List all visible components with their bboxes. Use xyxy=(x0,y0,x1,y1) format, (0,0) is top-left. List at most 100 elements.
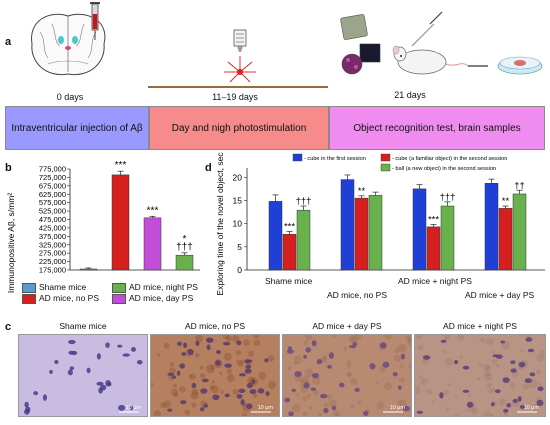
cell-nucleus xyxy=(422,355,431,360)
tissue-texture xyxy=(253,339,261,346)
tissue-texture xyxy=(376,401,385,410)
laser-illustration xyxy=(224,29,256,83)
timeline-day-21: 21 days xyxy=(394,90,426,100)
tissue-texture xyxy=(156,353,161,357)
tissue-texture xyxy=(241,412,248,416)
tissue-texture xyxy=(220,390,224,394)
cell-nucleus xyxy=(494,389,501,394)
cell-nucleus xyxy=(440,339,447,343)
chart-b-ylabel: Immunopositive Aβ, s/mm² xyxy=(6,193,16,293)
tissue-texture xyxy=(522,382,530,391)
tissue-texture xyxy=(323,402,329,408)
cell-nucleus xyxy=(54,359,59,365)
chart-b-ytick-label: 725,000 xyxy=(39,173,66,182)
cell-nucleus xyxy=(320,393,328,399)
cell-nucleus xyxy=(24,408,30,415)
stage-recognition-test: Object recognition test, brain samples xyxy=(329,106,545,150)
cell-nucleus xyxy=(323,407,329,414)
tissue-texture xyxy=(540,350,545,355)
micrograph-title-nops: AD mice, no PS xyxy=(185,321,245,331)
cell-nucleus xyxy=(224,363,232,368)
tissue-texture xyxy=(205,364,215,374)
tissue-texture xyxy=(200,372,206,379)
tissue-texture xyxy=(479,337,483,341)
tissue-texture xyxy=(346,360,352,366)
cell-nucleus xyxy=(490,402,495,407)
tissue-texture xyxy=(442,349,447,354)
tissue-texture xyxy=(191,388,199,396)
tissue-texture xyxy=(347,364,351,369)
tissue-texture xyxy=(312,376,321,386)
tissue-texture xyxy=(399,364,404,369)
tissue-texture xyxy=(415,385,421,395)
cell-nucleus xyxy=(379,342,387,349)
tissue-texture xyxy=(501,341,511,350)
chart-b-bars: *******††† xyxy=(79,160,194,271)
chart-d: Exploring time of the novel object, sec … xyxy=(215,152,545,296)
tissue-texture xyxy=(236,359,242,365)
cell-nucleus xyxy=(328,352,335,359)
cell-nucleus xyxy=(512,398,518,403)
tissue-texture xyxy=(447,382,452,387)
tissue-texture xyxy=(286,365,292,371)
chart-d-bar xyxy=(484,183,499,271)
scale-bar-label: 10 μm xyxy=(389,405,405,411)
tissue-texture xyxy=(443,335,451,341)
cell-nucleus xyxy=(212,394,220,401)
tissue-texture xyxy=(292,403,301,413)
tissue-texture xyxy=(459,355,463,359)
tissue-texture xyxy=(415,335,423,339)
chart-d-bar xyxy=(440,205,455,271)
chart-d-bars: ***†††*****††† **†† xyxy=(268,174,527,271)
tissue-texture xyxy=(335,414,339,416)
tissue-texture xyxy=(333,410,341,416)
tissue-texture xyxy=(477,376,481,381)
timeline-day-0: 0 days xyxy=(56,92,84,102)
chart-d-ytick-label: 20 xyxy=(233,172,243,182)
scale-bar-label: 10 μm xyxy=(125,405,141,411)
cell-nucleus xyxy=(506,403,512,408)
tissue-texture xyxy=(484,370,491,377)
tissue-texture xyxy=(394,347,401,354)
cell-nucleus xyxy=(100,384,107,391)
tissue-texture xyxy=(267,354,275,362)
cell-nucleus xyxy=(224,393,230,398)
cell-nucleus xyxy=(502,377,510,383)
tissue-texture xyxy=(240,359,244,364)
cell-nucleus xyxy=(69,366,75,371)
chart-d-bar xyxy=(368,195,383,271)
chart-b-ytick-label: 275,000 xyxy=(39,249,66,258)
tissue-texture xyxy=(343,346,348,351)
tissue-texture xyxy=(418,375,423,380)
tissue-texture xyxy=(248,350,255,357)
cell-nucleus xyxy=(525,337,533,342)
cell-nucleus xyxy=(195,340,200,347)
chart-b-ytick-label: 475,000 xyxy=(39,215,66,224)
tissue-texture xyxy=(293,361,298,366)
cell-nucleus xyxy=(500,340,505,344)
tissue-texture xyxy=(455,394,459,398)
cell-nucleus xyxy=(203,404,209,408)
tissue-texture xyxy=(398,343,407,353)
tissue-texture xyxy=(232,388,239,395)
tissue-texture xyxy=(194,352,200,358)
tissue-texture xyxy=(384,335,392,340)
tissue-texture xyxy=(327,394,333,400)
tissue-texture xyxy=(163,400,171,408)
chart-d-bar xyxy=(282,234,297,271)
tissue-texture xyxy=(306,393,311,399)
tissue-texture xyxy=(268,380,277,389)
stage-photostimulation: Day and nigh photostimulation xyxy=(149,106,329,150)
tissue-texture xyxy=(190,391,199,400)
tissue-texture xyxy=(301,396,308,402)
chart-d-significance-mark: *** xyxy=(428,215,439,226)
cell-nucleus xyxy=(316,358,323,365)
cell-nucleus xyxy=(206,344,211,351)
chart-d-category-0: Shame mice xyxy=(265,276,313,286)
chart-b-bar xyxy=(143,217,162,271)
panel-label-b: b xyxy=(5,162,12,174)
tissue-texture xyxy=(535,369,541,375)
cell-nucleus xyxy=(249,389,257,395)
chart-d-ylabel: Exploring time of the novel object, sec xyxy=(215,152,225,296)
cell-nucleus xyxy=(238,388,246,394)
